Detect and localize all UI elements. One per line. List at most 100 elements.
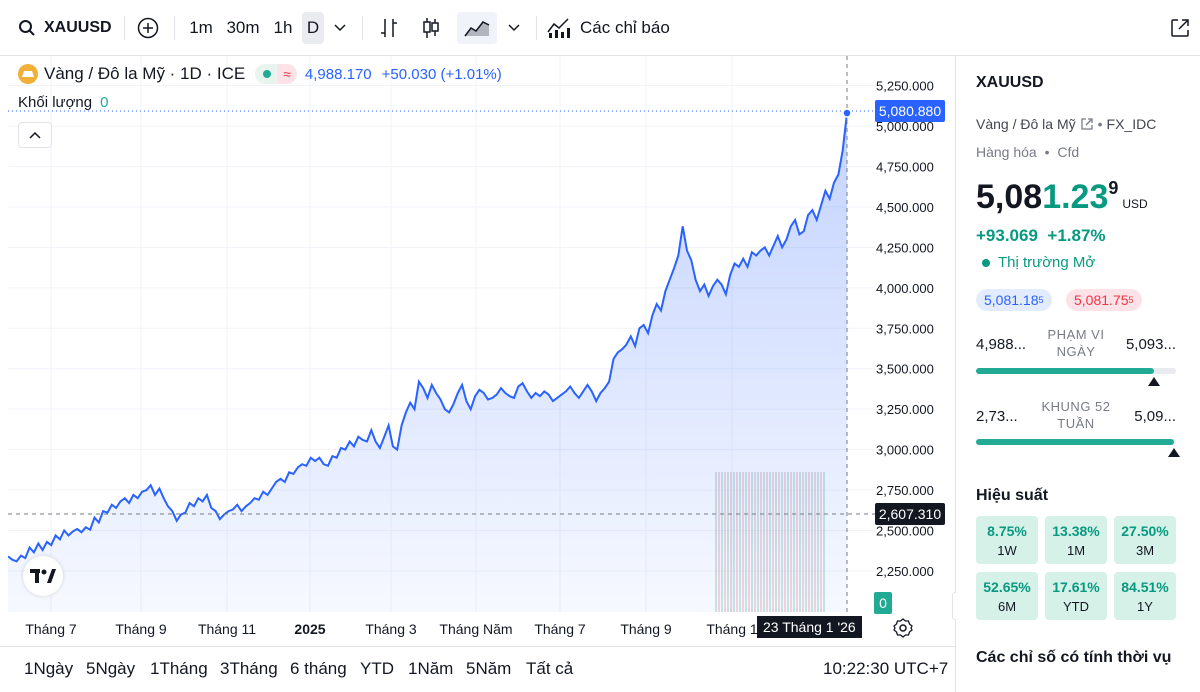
price-chart[interactable]: 5,250.000 5,000.000 4,750.000 4,500.000 4,25…	[8, 56, 949, 646]
bar-chart-button[interactable]	[374, 12, 404, 44]
day-range-high: 5,093...	[1125, 336, 1176, 353]
range-6m-button[interactable]: 6 tháng	[290, 659, 347, 678]
price-axis-tick: 4,500.000	[876, 200, 934, 215]
gear-icon	[893, 618, 913, 638]
interval-1m[interactable]: 1m	[189, 18, 213, 37]
perf-card-ytd[interactable]: 17.61% YTD	[1045, 572, 1107, 620]
price-axis-tick: 5,250.000	[876, 79, 934, 94]
change-pct: +1.87%	[1047, 226, 1106, 245]
last-price-dot	[842, 108, 852, 118]
bars-icon	[381, 19, 397, 37]
range-3m-button[interactable]: 3Tháng	[220, 659, 278, 678]
external-link-icon[interactable]	[1080, 117, 1094, 131]
bid-price-badge: 5,081.18 5	[976, 289, 1052, 311]
indicators-icon	[547, 18, 570, 38]
panel-category: Hàng hóa • Cfd	[976, 144, 1079, 160]
perf-label: 6M	[997, 599, 1017, 614]
week52-high: 5,09...	[1134, 408, 1176, 425]
area-chart-button[interactable]	[457, 12, 497, 44]
panel-symbol-info: Vàng / Đô la Mỹ • FX_IDC	[976, 116, 1156, 132]
compare-button[interactable]	[132, 12, 164, 44]
interval-d[interactable]: D	[302, 12, 324, 44]
price-area	[8, 113, 847, 612]
dot-separator: •	[1097, 116, 1103, 132]
crosshair-price-tag: 2,607.310	[875, 503, 945, 525]
price-small-digit: 9	[1108, 178, 1119, 198]
ask-price: 5,081.75	[1074, 292, 1129, 308]
chart-type-dropdown[interactable]	[502, 12, 526, 44]
day-range-bar	[976, 368, 1176, 374]
time-axis-tick: Tháng 9	[115, 621, 167, 637]
time-axis-tick: Tháng 7	[534, 621, 586, 637]
time-axis-tick: Tháng 3	[365, 621, 417, 637]
status-dot-icon	[263, 70, 272, 78]
range-5d-button[interactable]: 5Ngày	[86, 659, 136, 678]
range-1d-button[interactable]: 1Ngày	[24, 659, 74, 678]
perf-card-6m[interactable]: 52.65% 6M	[976, 572, 1038, 620]
day-range-label: PHẠM VI NGÀY	[1047, 327, 1105, 359]
tradingview-logo[interactable]	[23, 556, 63, 596]
range-ytd-button[interactable]: YTD	[360, 659, 394, 678]
market-status-pill[interactable]: ≈	[255, 64, 297, 84]
range-5y-button[interactable]: 5Năm	[466, 659, 512, 678]
perf-card-3m[interactable]: 27.50% 3M	[1114, 516, 1176, 564]
day-range-row: 4,988... PHẠM VI NGÀY 5,093...	[976, 326, 1176, 366]
range-1y-button[interactable]: 1Năm	[408, 659, 454, 678]
top-toolbar: XAUUSD 1m 30m 1h D Các chỉ báo	[0, 0, 1200, 56]
toolbar-divider	[536, 16, 537, 40]
market-status[interactable]: Thị trường Mở	[982, 254, 1095, 271]
area-chart-icon	[464, 21, 490, 37]
interval-1h[interactable]: 1h	[273, 18, 293, 37]
search-icon	[19, 20, 35, 36]
time-axis-tick: Tháng Năm	[439, 621, 513, 637]
panel-symbol: XAUUSD	[976, 74, 1044, 91]
perf-value: 13.38%	[1052, 523, 1100, 539]
ask-price-badge: 5,081.75 5	[1066, 289, 1142, 311]
week52-marker-icon	[1168, 448, 1180, 457]
market-status-label: Thị trường Mở	[998, 254, 1096, 271]
interval-dropdown[interactable]	[328, 12, 352, 44]
panel-category-label: Hàng hóa	[976, 144, 1037, 160]
chevron-up-icon	[29, 131, 41, 139]
change-abs: +93.069	[976, 226, 1038, 245]
price-axis-tick: 3,000.000	[876, 443, 934, 458]
time-axis-tick: Tháng 9	[620, 621, 672, 637]
perf-card-1y[interactable]: 84.51% 1Y	[1114, 572, 1176, 620]
time-axis-tick: Tháng 11	[197, 621, 257, 637]
chart-area[interactable]: 5,250.000 5,000.000 4,750.000 4,500.000 4,25…	[8, 56, 949, 646]
interval-30m[interactable]: 30m	[226, 18, 260, 37]
legend-title: Vàng / Đô la Mỹ · 1D · ICE	[44, 64, 246, 83]
crosshair-date-tag: 23 Tháng 1 '26	[757, 616, 862, 638]
gold-icon	[18, 64, 38, 84]
collapse-legend-button[interactable]	[18, 122, 52, 148]
day-range-fill	[976, 368, 1154, 374]
symbol-search-button[interactable]: XAUUSD	[10, 12, 120, 44]
panel-symbol-name[interactable]: Vàng / Đô la Mỹ	[976, 116, 1076, 132]
candles-button[interactable]	[416, 12, 446, 44]
performance-title: Hiệu suất	[976, 487, 1049, 504]
clock-timezone-button[interactable]: 10:22:30 UTC+7	[823, 659, 949, 678]
range-1m-button[interactable]: 1Tháng	[150, 659, 208, 678]
chart-settings-button[interactable]	[892, 617, 914, 644]
time-axis-tick: Tháng 7	[25, 621, 77, 637]
perf-label: 1W	[997, 543, 1017, 558]
volume-value: 0	[100, 94, 109, 111]
volume-tag: 0	[874, 592, 892, 614]
symbol-label: XAUUSD	[44, 19, 112, 36]
indicators-button[interactable]: Các chỉ báo	[546, 12, 680, 44]
perf-card-1m[interactable]: 13.38% 1M	[1045, 516, 1107, 564]
price-axis-tick: 2,750.000	[876, 483, 934, 498]
open-fullscreen-button[interactable]	[1164, 12, 1196, 44]
legend-price: 4,988.170	[304, 65, 372, 83]
range-all-button[interactable]: Tất cả	[526, 659, 574, 678]
bid-price: 5,081.18	[984, 292, 1039, 308]
week52-range-row: 2,73... KHUNG 52 TUẦN 5,09...	[976, 398, 1176, 438]
perf-value: 27.50%	[1121, 523, 1169, 539]
perf-value: 84.51%	[1121, 579, 1169, 595]
week52-label: KHUNG 52 TUẦN	[1041, 399, 1111, 431]
perf-label: 1M	[1066, 543, 1086, 558]
toolbar-divider	[174, 16, 175, 40]
perf-card-1w[interactable]: 8.75% 1W	[976, 516, 1038, 564]
chevron-down-icon	[334, 24, 346, 32]
panel-divider	[955, 56, 956, 692]
